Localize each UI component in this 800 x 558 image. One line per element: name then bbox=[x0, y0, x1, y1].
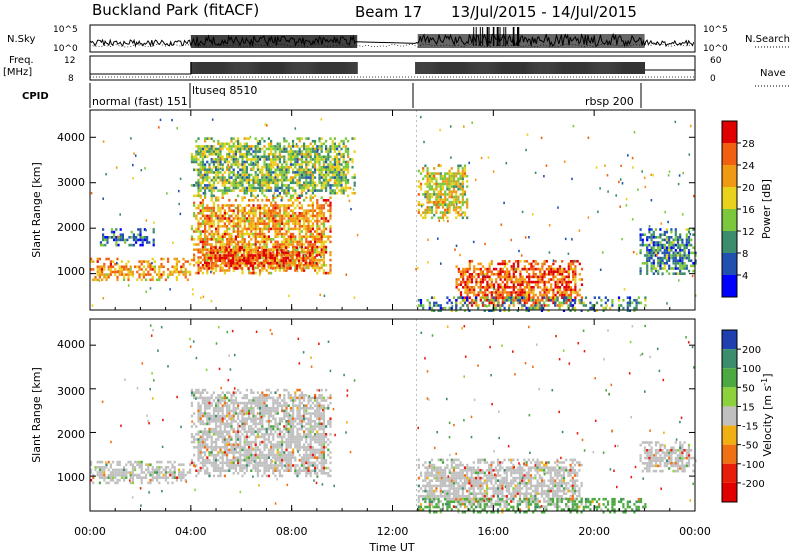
nsky-label: N.Sky bbox=[7, 34, 35, 45]
velocity-colorbar-label: -200 bbox=[742, 479, 765, 490]
freq-tick-low: 8 bbox=[68, 74, 74, 84]
power-colorbar-swatch bbox=[722, 275, 737, 297]
power-colorbar-swatch bbox=[722, 231, 737, 253]
power-colorbar-label: 12 bbox=[742, 227, 755, 238]
velocity-colorbar-swatch bbox=[722, 330, 737, 349]
power-ytick-4000: 4000 bbox=[57, 131, 85, 144]
nave-tick-high: 60 bbox=[710, 56, 722, 66]
velocity-colorbar-swatch bbox=[722, 368, 737, 387]
nsky-panel: N.Sky 10^5 10^0 10^5 10^0 N.Search bbox=[7, 25, 790, 54]
power-axis-ticks bbox=[90, 110, 695, 310]
power-colorbar: 4 8 12 16 20 24 28 Power [dB] bbox=[722, 121, 773, 297]
scatter-noise bbox=[102, 324, 695, 508]
power-ytick-2000: 2000 bbox=[57, 221, 85, 234]
power-colorbar-swatches bbox=[722, 121, 737, 297]
power-ytick-3000: 3000 bbox=[57, 176, 85, 189]
x-tick-label: 08:00 bbox=[276, 525, 308, 538]
velocity-ylabel: Slant Range [km] bbox=[30, 367, 43, 463]
cpid-label: CPID bbox=[22, 91, 49, 102]
velocity-colorbar-swatch bbox=[722, 426, 737, 445]
velocity-ytick-1000: 1000 bbox=[57, 471, 85, 484]
power-colorbar-label: 4 bbox=[742, 271, 748, 282]
power-colorbar-swatch bbox=[722, 165, 737, 187]
power-colorbar-label: 24 bbox=[742, 161, 755, 172]
date-range-title: 13/Jul/2015 - 14/Jul/2015 bbox=[451, 3, 637, 21]
power-colorbar-label: 28 bbox=[742, 139, 755, 150]
freq-label-line1: Freq. bbox=[9, 55, 34, 66]
x-tick-label: 16:00 bbox=[477, 525, 509, 538]
power-colorbar-swatch bbox=[722, 253, 737, 275]
x-axis-tick-labels: 00:00 04:00 08:00 12:00 16:00 20:00 00:00 bbox=[74, 525, 711, 538]
nsky-tick-high: 10^5 bbox=[53, 25, 78, 35]
velocity-colorbar-label: 50 bbox=[742, 383, 755, 394]
velocity-colorbar: 200 100 50 15 -15 -50 -100 -200 Velocity [m s-1… bbox=[722, 330, 774, 502]
cpid-segment-normal: normal (fast) 151 bbox=[92, 95, 188, 108]
x-tick-label: 00:00 bbox=[74, 525, 106, 538]
x-tick-label: 12:00 bbox=[377, 525, 409, 538]
velocity-colorbar-label: 100 bbox=[742, 364, 761, 375]
velocity-data-layer bbox=[90, 319, 697, 514]
nave-tick-low: 0 bbox=[710, 74, 716, 84]
cpid-segment-rbsp: rbsp 200 bbox=[585, 95, 634, 108]
velocity-colorbar-swatch bbox=[722, 445, 737, 464]
x-tick-label: 00:00 bbox=[679, 525, 711, 538]
power-colorbar-title: Power [dB] bbox=[760, 179, 773, 239]
heatmap-region-1 bbox=[90, 258, 191, 281]
power-colorbar-swatch bbox=[722, 143, 737, 165]
velocity-colorbar-title: Velocity [m s-1] bbox=[760, 373, 774, 456]
freq-label-line2: [MHz] bbox=[3, 67, 32, 78]
freq-trace bbox=[90, 62, 695, 77]
velocity-ytick-2000: 2000 bbox=[57, 428, 85, 441]
beam-title: Beam 17 bbox=[355, 3, 422, 21]
nsky-tick-low: 10^0 bbox=[53, 44, 78, 54]
velocity-colorbar-swatch bbox=[722, 483, 737, 502]
power-colorbar-label: 8 bbox=[742, 249, 748, 260]
velocity-colorbar-swatches bbox=[722, 330, 737, 502]
x-axis-label: Time UT bbox=[368, 541, 414, 554]
power-data-layer bbox=[90, 110, 697, 312]
velocity-colorbar-swatch bbox=[722, 387, 737, 406]
velocity-colorbar-label: -100 bbox=[742, 460, 765, 471]
velocity-colorbar-swatch bbox=[722, 464, 737, 483]
nave-label: Nave bbox=[760, 68, 786, 79]
heatmap-region-5 bbox=[191, 137, 356, 197]
power-colorbar-swatch bbox=[722, 209, 737, 231]
power-colorbar-label: 20 bbox=[742, 183, 755, 194]
freq-tick-high: 12 bbox=[64, 56, 75, 66]
nsky-trace bbox=[90, 27, 695, 48]
heatmap-region-9 bbox=[640, 228, 697, 275]
x-tick-label: 20:00 bbox=[578, 525, 610, 538]
velocity-colorbar-label: 200 bbox=[742, 345, 761, 356]
cpid-row: CPID normal (fast) 151 ltuseq 8510 rbsp … bbox=[22, 83, 641, 108]
nsearch-tick-high: 10^5 bbox=[703, 25, 728, 35]
power-colorbar-swatch bbox=[722, 187, 737, 209]
cpid-segment-ltuseq: ltuseq 8510 bbox=[192, 84, 257, 97]
power-panel: Slant Range [km] 1000 2000 3000 4000 bbox=[30, 110, 697, 312]
heatmap-region-5 bbox=[640, 441, 697, 472]
velocity-colorbar-label: -15 bbox=[742, 422, 758, 433]
velocity-colorbar-label: 15 bbox=[742, 402, 755, 413]
velocity-colorbar-label: -50 bbox=[742, 441, 758, 452]
velocity-colorbar-swatch bbox=[722, 349, 737, 368]
velocity-colorbar-swatch bbox=[722, 406, 737, 425]
freq-panel: Freq. [MHz] 12 8 60 0 Nave bbox=[3, 55, 790, 86]
scatter-noise bbox=[91, 116, 697, 308]
power-ytick-1000: 1000 bbox=[57, 265, 85, 278]
velocity-axis-ticks bbox=[90, 319, 695, 511]
heatmap-region-2 bbox=[191, 389, 332, 477]
velocity-ytick-4000: 4000 bbox=[57, 338, 85, 351]
power-ylabel: Slant Range [km] bbox=[30, 162, 43, 258]
x-tick-label: 04:00 bbox=[175, 525, 207, 538]
velocity-panel: Slant Range [km] 1000 2000 3000 4000 bbox=[30, 319, 697, 514]
power-colorbar-swatch bbox=[722, 121, 737, 143]
heatmap-region-6 bbox=[418, 165, 469, 220]
heatmap-region-1 bbox=[90, 461, 191, 484]
station-title: Buckland Park (fitACF) bbox=[92, 1, 259, 19]
velocity-ytick-3000: 3000 bbox=[57, 385, 85, 398]
power-colorbar-label: 16 bbox=[742, 205, 755, 216]
nsearch-label: N.Search bbox=[745, 34, 790, 45]
nsearch-tick-low: 10^0 bbox=[703, 44, 728, 54]
